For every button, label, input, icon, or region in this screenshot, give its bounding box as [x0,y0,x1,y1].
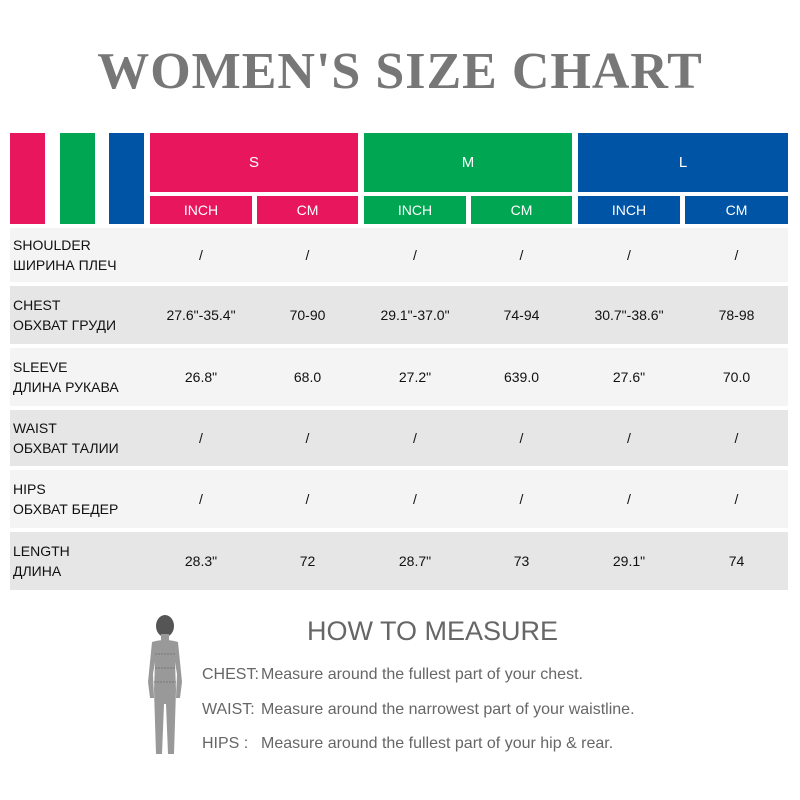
page-title: WOMEN'S SIZE CHART [97,43,703,100]
table-cell: 74-94 [503,307,540,323]
table-cell: 78-98 [718,307,755,323]
row-label-ru: ШИРИНА ПЛЕЧ [13,257,117,273]
table-cell: 74 [728,553,745,569]
measure-label-hips: HIPS : [202,735,249,752]
table-cell: / [627,430,631,446]
row-label-en: LENGTH [13,543,70,559]
row-label: SLEEVE ДЛИНА РУКАВА [13,348,119,406]
row-label: LENGTH ДЛИНА [13,532,70,590]
table-cell: 27.6"-35.4" [166,307,236,323]
table-cell: 30.7"-38.6" [594,307,664,323]
unit-header: INCH [364,196,466,224]
table-cell: / [627,247,631,263]
row-label: SHOULDER ШИРИНА ПЛЕЧ [13,228,117,282]
table-cell: / [519,247,524,263]
measure-text-waist: Measure around the narrowest part of you… [261,701,635,718]
row-label-ru: ОБХВАТ БЕДЕР [13,501,119,517]
unit-header: CM [471,196,572,224]
table-cell: 27.2" [398,369,432,385]
table-cell: / [305,430,310,446]
table-row: CHEST ОБХВАТ ГРУДИ 27.6"-35.4" 70-90 29.1"-3… [10,286,788,344]
measure-text-hips: Measure around the fullest part of your … [261,735,614,752]
row-label: HIPS ОБХВАТ БЕДЕР [13,470,118,528]
table-row: LENGTH ДЛИНА 28.3" 72 28.7" 73 29.1" 74 [10,532,788,590]
unit-header: CM [685,196,788,224]
table-cell: / [734,491,739,507]
row-label-en: CHEST [13,297,61,313]
unit-header: CM [257,196,358,224]
table-row: SLEEVE ДЛИНА РУКАВА 26.8" 68.0 27.2" 639.0 27.… [10,348,788,406]
table-cell: / [199,247,203,263]
table-cell: 28.7" [398,553,432,569]
table-cell: / [413,491,417,507]
table-cell: 72 [299,553,316,569]
unit-header: INCH [578,196,680,224]
table-cell: 26.8" [184,369,218,385]
table-cell: 70-90 [289,307,326,323]
color-bar-pink [10,133,45,224]
table-cell: 73 [513,553,530,569]
table-cell: 639.0 [503,369,540,385]
row-label-en: SLEEVE [13,359,68,375]
measure-label-waist: WAIST: [202,701,255,718]
table-cell: / [199,491,203,507]
table-cell: 28.3" [184,553,218,569]
table-cell: 29.1" [612,553,646,569]
unit-header: INCH [150,196,252,224]
row-label-ru: ДЛИНА РУКАВА [13,379,119,395]
measure-text-chest: Measure around the fullest part of your … [261,666,583,683]
table-cell: / [199,430,203,446]
table-cell: / [519,430,524,446]
table-cell: 68.0 [293,369,322,385]
table-cell: / [413,430,417,446]
table-cell: 29.1"-37.0" [380,307,450,323]
table-row: WAIST ОБХВАТ ТАЛИИ / / / / / / [10,410,788,466]
row-label-ru: ОБХВАТ ГРУДИ [13,317,117,333]
table-row: HIPS ОБХВАТ БЕДЕР / / / / / / [10,470,788,528]
measure-label-chest: CHEST: [202,666,259,683]
table-cell: / [734,430,739,446]
table-cell: / [413,247,417,263]
row-label: CHEST ОБХВАТ ГРУДИ [13,286,116,344]
table-cell: / [734,247,739,263]
size-header-l: L [578,133,788,192]
table-cell: 70.0 [722,369,751,385]
table-cell: / [305,247,310,263]
table-cell: / [519,491,524,507]
color-bar-blue [109,133,144,224]
row-label-en: SHOULDER [13,237,91,253]
size-header-m: M [364,133,572,192]
size-header-s: S [150,133,358,192]
table-row: SHOULDER ШИРИНА ПЛЕЧ / / / / / / [10,228,788,282]
color-bar-green [60,133,95,224]
how-to-measure-title: HOW TO MEASURE [307,616,559,646]
row-label-en: WAIST [13,420,57,436]
body-silhouette-icon [140,612,190,760]
row-label: WAIST ОБХВАТ ТАЛИИ [13,410,119,466]
row-label-en: HIPS [13,481,46,497]
row-label-ru: ДЛИНА [13,563,62,579]
table-cell: / [627,491,631,507]
table-cell: / [305,491,310,507]
row-label-ru: ОБХВАТ ТАЛИИ [13,440,119,456]
table-cell: 27.6" [612,369,646,385]
